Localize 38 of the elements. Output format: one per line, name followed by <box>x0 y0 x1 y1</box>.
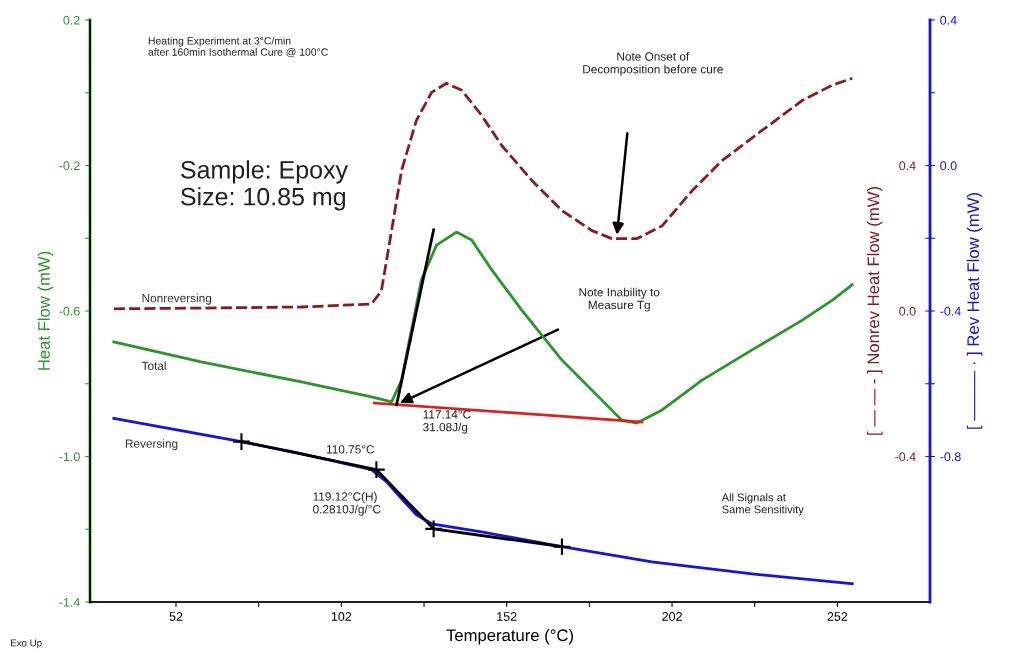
x-axis-title: Temperature (°C) <box>446 628 573 645</box>
x-tick-label: 252 <box>827 612 848 621</box>
point <box>424 519 443 539</box>
y-axis-title: Heat Flow (mW) <box>37 251 54 370</box>
series-label: Reversing <box>125 439 178 451</box>
x-tick-label: 52 <box>169 612 183 621</box>
y3-tick-label: -0.4 <box>940 306 961 316</box>
y3-tick-label: 0.0 <box>940 161 957 171</box>
x-tick-label: 102 <box>331 612 352 621</box>
y3-axis-title: [ ——— · ] Rev Heat Flow (mW) <box>966 193 983 429</box>
annotation: Sample: Epoxy Size: 10.85 mg <box>181 160 348 211</box>
text: Exo Up <box>11 639 42 649</box>
y-tick-label: 0.2 <box>63 15 80 25</box>
annotation: Note Onset of Decomposition before cure <box>583 52 723 76</box>
annotation: All Signals at Same Sensitivity <box>721 493 804 516</box>
y-tick-label: -1.0 <box>59 452 80 462</box>
annotation: 119.12°C(H) 0.2810J/g/°C <box>313 492 381 516</box>
annotation: Note Inability to Measure Tg <box>579 287 660 312</box>
line-series <box>112 76 854 311</box>
x-tick-label: 152 <box>497 612 517 621</box>
annotation: 110.75°C <box>326 445 375 454</box>
y3-tick-label: -0.8 <box>940 452 961 462</box>
point <box>552 537 572 557</box>
series-label: Nonreversing <box>142 293 212 305</box>
y2-tick-label: -0.4 <box>895 452 916 462</box>
point <box>232 432 251 451</box>
series-label: Total <box>141 361 166 371</box>
y3-tick-label: 0.4 <box>940 15 957 25</box>
y2-tick-label: 0.0 <box>899 306 916 316</box>
y2-tick-label: 0.4 <box>899 161 916 171</box>
annotation: Heating Experiment at 3°C/min after 160min Isothermal Cure @ 100°C <box>148 36 328 58</box>
y2-axis-title: [ — — - ] Nonrev Heat Flow (mW) <box>867 187 883 435</box>
annotation: 117.14°C 31.08J/g <box>423 410 471 434</box>
y-tick-label: -0.6 <box>59 306 80 316</box>
y-tick-label: -0.2 <box>59 161 80 171</box>
y-tick-label: -1.4 <box>59 597 80 607</box>
point <box>367 460 386 479</box>
x-tick-label: 202 <box>662 612 682 621</box>
